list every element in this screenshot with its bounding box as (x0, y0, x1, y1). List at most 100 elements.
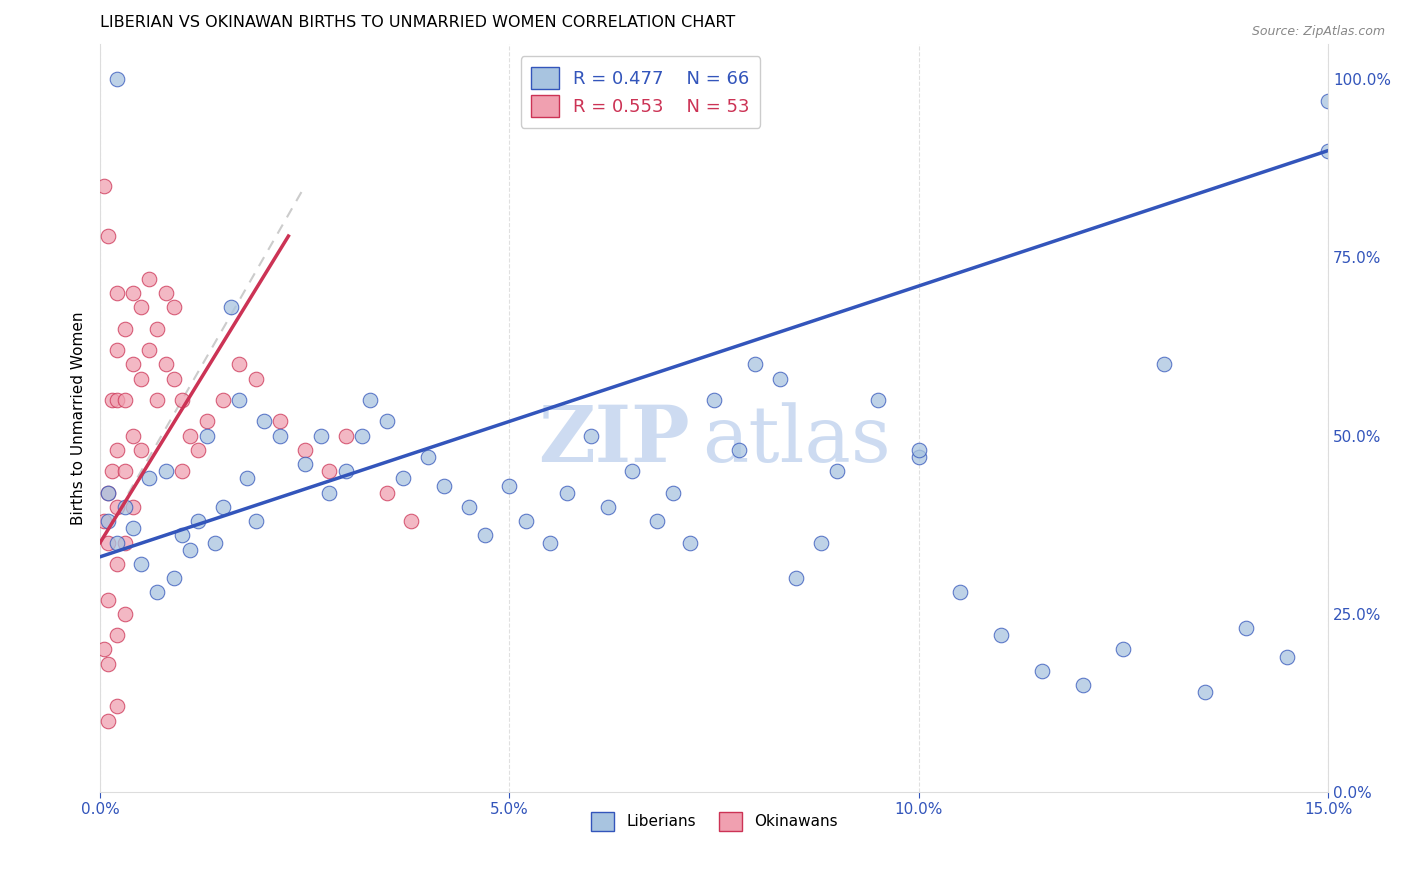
Point (433, 478, 456, 492)
Point (97, 485, 120, 500)
Point (785, 571, 807, 585)
Text: Source: ZipAtlas.com: Source: ZipAtlas.com (1251, 25, 1385, 38)
Point (1317, 94, 1340, 108)
Point (170, 392, 193, 407)
Point (122, 500, 145, 514)
Point (294, 442, 316, 457)
Point (105, 699, 128, 714)
Point (219, 301, 242, 315)
Point (866, 392, 889, 407)
Point (105, 286, 128, 301)
Point (703, 392, 725, 407)
Point (97, 514, 120, 528)
Point (352, 428, 374, 442)
Point (187, 442, 209, 457)
Point (416, 450, 439, 464)
Point (498, 478, 520, 492)
Point (97, 485, 120, 500)
Y-axis label: Births to Unmarried Women: Births to Unmarried Women (72, 311, 86, 524)
Point (399, 514, 422, 528)
Point (187, 514, 209, 528)
Point (129, 557, 152, 571)
Point (645, 514, 668, 528)
Point (146, 585, 169, 599)
Point (236, 471, 259, 485)
Point (163, 301, 186, 315)
Point (810, 535, 832, 549)
Point (359, 392, 381, 407)
Point (1277, 649, 1299, 664)
Point (105, 442, 128, 457)
Point (114, 535, 136, 549)
Point (727, 442, 749, 457)
Point (269, 414, 291, 428)
Legend: Liberians, Okinawans: Liberians, Okinawans (585, 805, 844, 837)
Point (105, 628, 128, 642)
Point (97, 229, 120, 244)
Point (294, 457, 316, 471)
Point (97, 714, 120, 728)
Point (195, 428, 218, 442)
Point (129, 301, 152, 315)
Point (170, 464, 193, 478)
Point (122, 428, 145, 442)
Point (97, 535, 120, 549)
Point (122, 286, 145, 301)
Point (228, 357, 250, 371)
Point (163, 371, 186, 385)
Point (457, 500, 479, 514)
Point (195, 414, 218, 428)
Point (114, 322, 136, 336)
Point (146, 322, 169, 336)
Point (122, 521, 145, 535)
Point (101, 392, 124, 407)
Point (105, 343, 128, 358)
Point (825, 464, 848, 478)
Point (105, 392, 128, 407)
Point (581, 428, 603, 442)
Point (179, 428, 201, 442)
Point (155, 357, 177, 371)
Point (907, 450, 929, 464)
Point (474, 528, 496, 542)
Point (114, 392, 136, 407)
Point (1194, 685, 1216, 699)
Point (949, 585, 972, 599)
Point (105, 500, 128, 514)
Point (93, 642, 115, 657)
Point (163, 571, 186, 585)
Point (138, 471, 160, 485)
Point (138, 272, 160, 286)
Point (97, 657, 120, 671)
Point (769, 371, 792, 385)
Point (269, 428, 291, 442)
Point (335, 428, 357, 442)
Point (1234, 621, 1257, 635)
Text: atlas: atlas (702, 402, 890, 478)
Point (122, 357, 145, 371)
Point (212, 500, 235, 514)
Point (375, 414, 398, 428)
Point (245, 371, 267, 385)
Point (392, 471, 415, 485)
Point (212, 392, 235, 407)
Point (129, 371, 152, 385)
Point (744, 357, 766, 371)
Point (253, 414, 276, 428)
Point (538, 535, 561, 549)
Point (105, 535, 128, 549)
Point (621, 464, 644, 478)
Point (155, 286, 177, 301)
Text: ZIP: ZIP (538, 402, 689, 478)
Point (1031, 664, 1053, 678)
Text: LIBERIAN VS OKINAWAN BIRTHS TO UNMARRIED WOMEN CORRELATION CHART: LIBERIAN VS OKINAWAN BIRTHS TO UNMARRIED… (100, 15, 735, 30)
Point (1071, 678, 1094, 692)
Point (245, 514, 267, 528)
Point (129, 442, 152, 457)
Point (515, 514, 537, 528)
Point (146, 392, 169, 407)
Point (138, 343, 160, 358)
Point (662, 485, 685, 500)
Point (97, 592, 120, 607)
Point (555, 485, 578, 500)
